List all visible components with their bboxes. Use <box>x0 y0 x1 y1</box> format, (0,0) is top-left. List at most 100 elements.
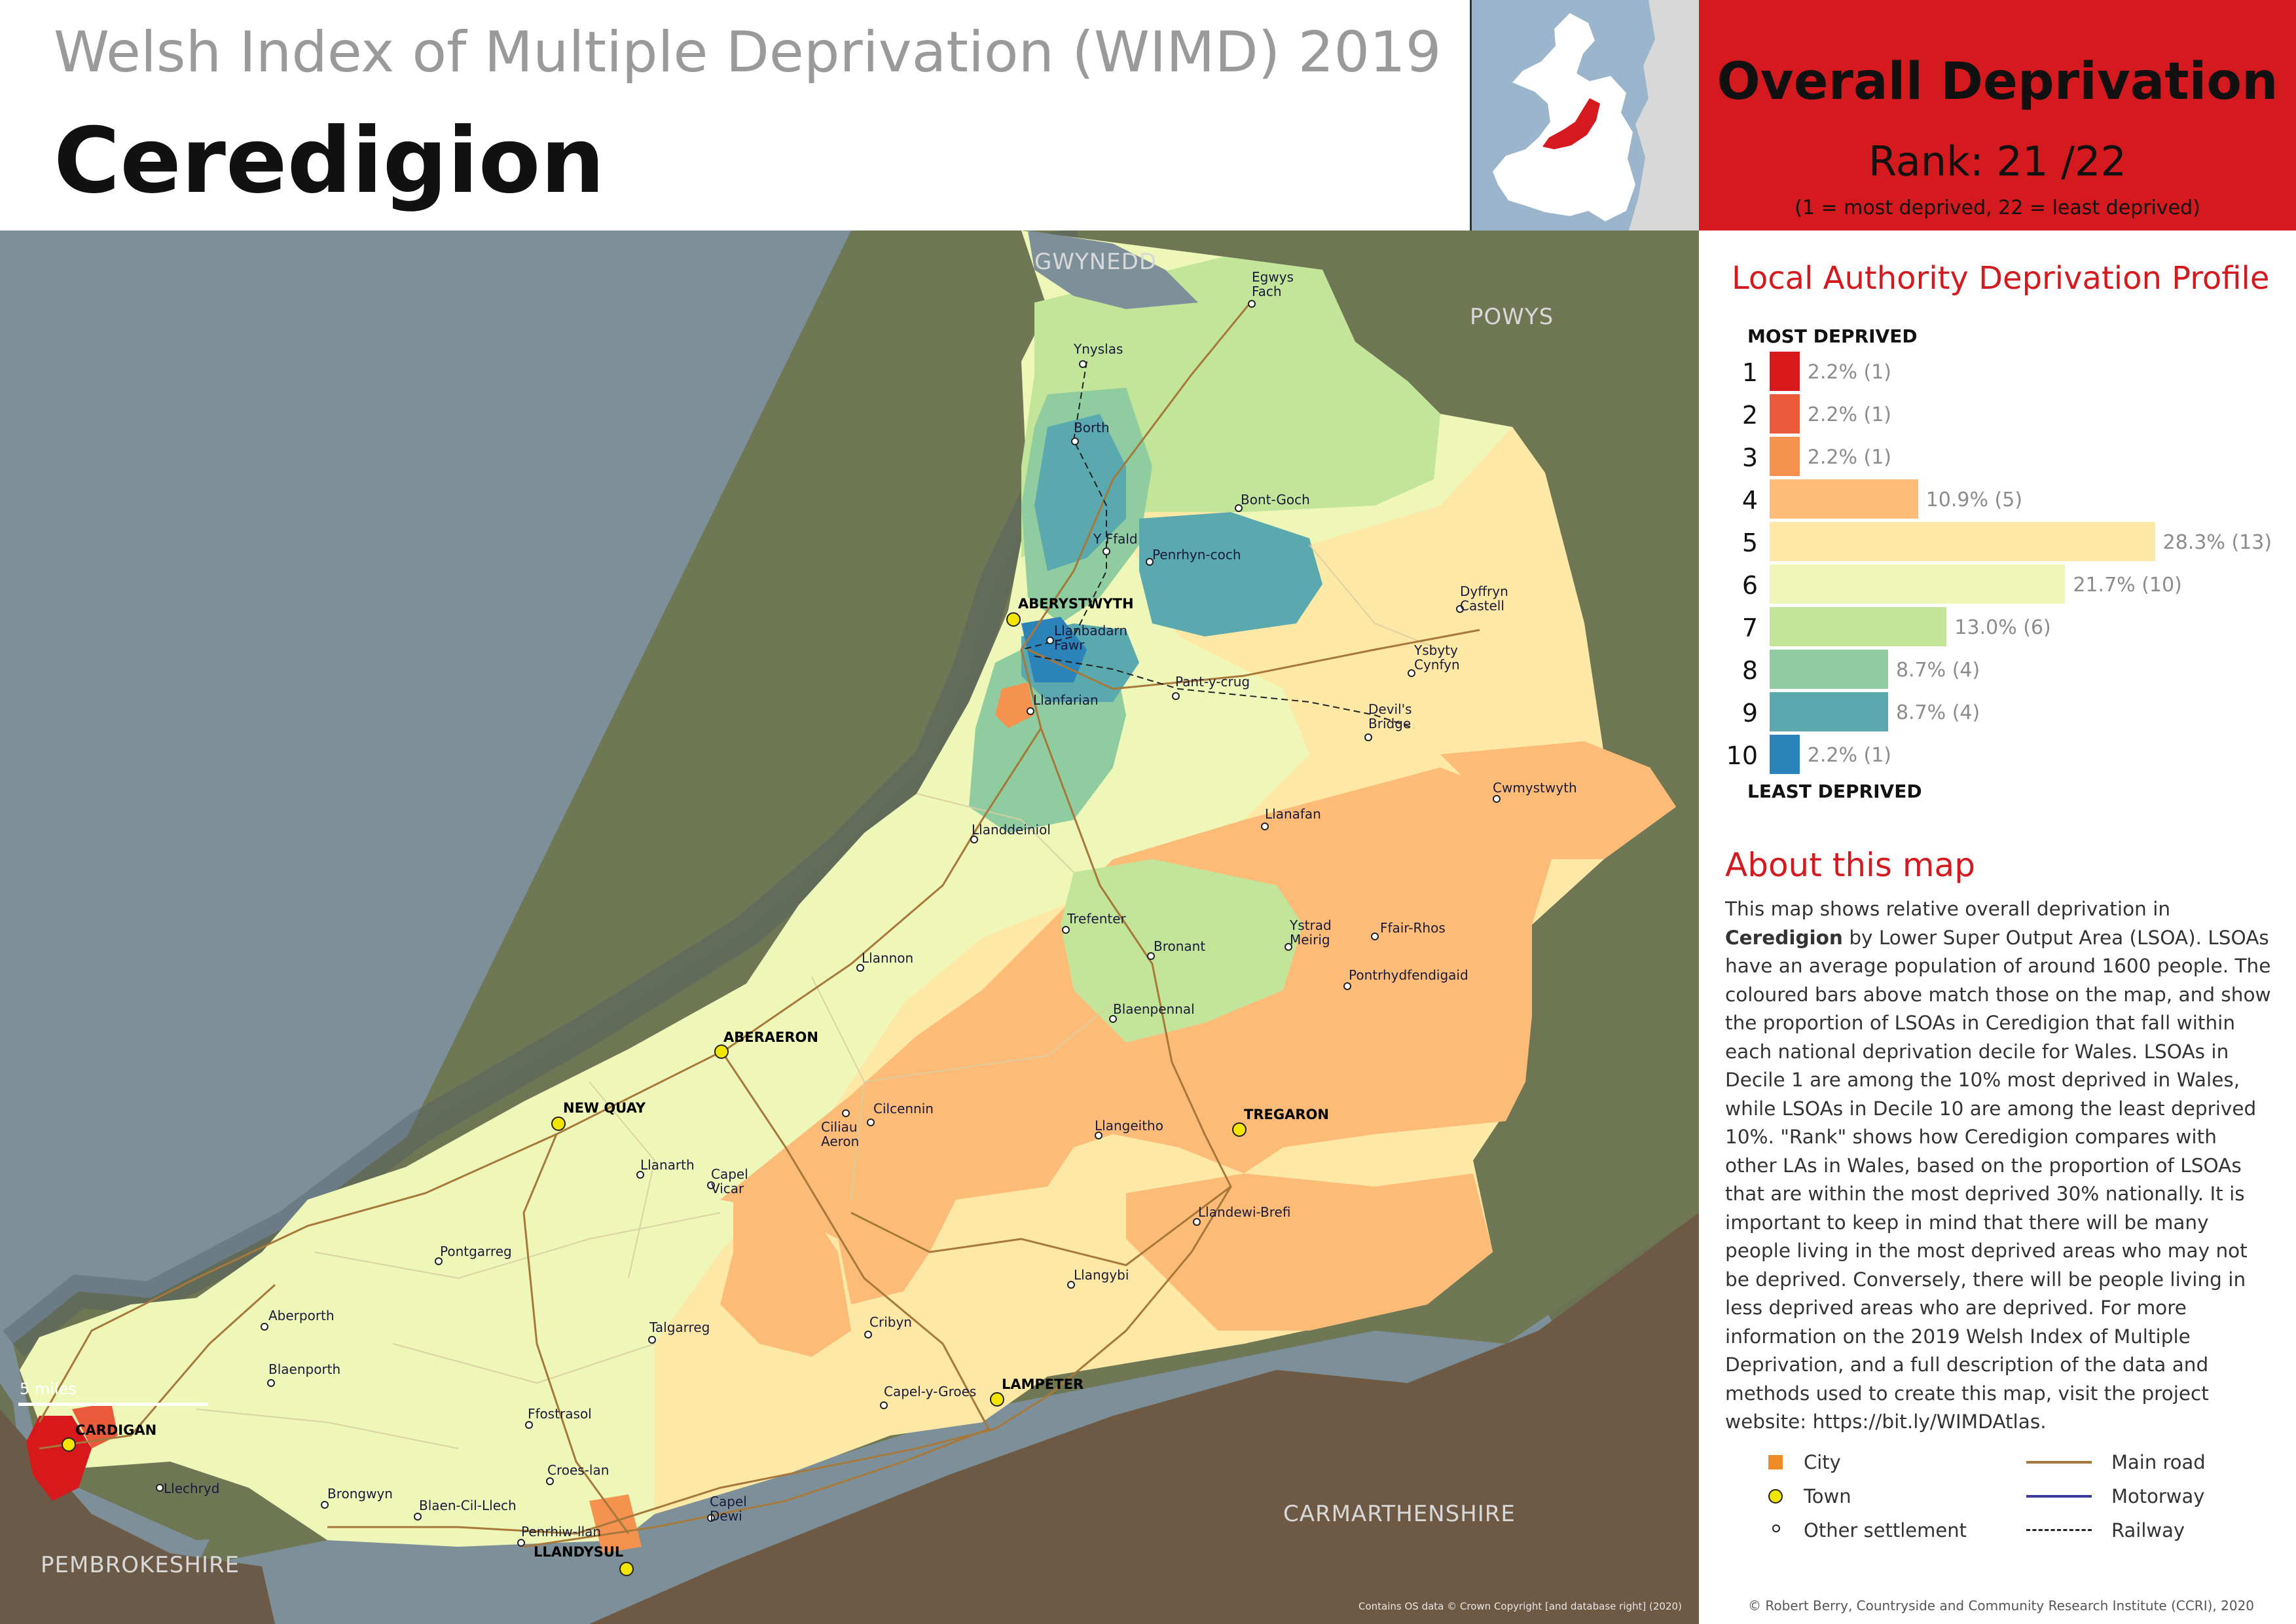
town-legend-icon <box>1768 1489 1783 1504</box>
decile-bar <box>1770 607 1947 646</box>
railway-legend-icon <box>2026 1529 2092 1531</box>
decile-bar <box>1770 692 1888 731</box>
town-label-tregaron: TREGARON <box>1244 1107 1329 1122</box>
settlement-marker <box>1095 1132 1102 1139</box>
settlement-marker <box>1248 300 1256 308</box>
place-trefenter: Trefenter <box>1067 911 1126 927</box>
settlement-marker <box>267 1379 275 1387</box>
decile-value-label: 8.7% (4) <box>1895 659 1980 682</box>
place-penrhyn-coch: Penrhyn-coch <box>1152 547 1241 563</box>
legend-main-road-label: Main road <box>2111 1451 2206 1473</box>
decile-bar <box>1770 564 2066 604</box>
settlement-marker <box>1046 637 1054 644</box>
decile-number: 7 <box>1741 614 1758 642</box>
place-ystrad-meirig: Ystrad Meirig <box>1290 917 1332 948</box>
place-aberporth: Aberporth <box>268 1308 335 1323</box>
settlement-marker <box>1371 932 1379 940</box>
decile-value-label: 2.2% (1) <box>1807 403 1891 426</box>
place-llanarth: Llanarth <box>640 1157 695 1173</box>
town-label-aberystwyth: ABERYSTWYTH <box>1018 596 1134 612</box>
settlement-marker <box>435 1257 443 1265</box>
place-ciliau-aeron: Ciliau Aeron <box>821 1119 860 1149</box>
place-egwys-fach: Egwys Fach <box>1252 269 1294 299</box>
town-marker <box>714 1044 729 1059</box>
settlement-marker <box>1109 1015 1117 1023</box>
place-blaenpennal: Blaenpennal <box>1113 1001 1195 1017</box>
settlement-marker <box>707 1181 715 1189</box>
settlement-marker <box>1261 822 1269 830</box>
legend-town-label: Town <box>1804 1485 1851 1507</box>
page-title: Ceredigion <box>54 108 605 213</box>
town-label-new-quay: NEW QUAY <box>563 1100 646 1116</box>
decile-number: 8 <box>1741 656 1758 685</box>
decile-bar <box>1770 522 2155 561</box>
about-text-post: by Lower Super Output Area (LSOA). LSOAs… <box>1725 926 2271 1433</box>
decile-number: 4 <box>1741 486 1758 515</box>
decile-value-label: 8.7% (4) <box>1895 701 1980 724</box>
most-deprived-label: MOST DEPRIVED <box>1747 325 1918 347</box>
map-legend: City Town Other settlement Main road Mot… <box>1738 1442 2275 1553</box>
settlement-marker <box>648 1336 656 1344</box>
town-label-aberaeron: ABERAERON <box>723 1029 818 1045</box>
place-cribyn: Cribyn <box>869 1314 912 1330</box>
profile-title: Local Authority Deprivation Profile <box>1732 260 2270 297</box>
region-label-pembrokeshire: PEMBROKESHIRE <box>41 1552 240 1578</box>
decile-number: 3 <box>1741 443 1758 472</box>
town-marker <box>1006 612 1021 627</box>
settlement-marker <box>1027 707 1034 715</box>
place-capel-dewi: Capel Dewi <box>710 1494 747 1524</box>
place-capel-y-groes: Capel-y-Groes <box>884 1384 977 1399</box>
map-subtitle: Welsh Index of Multiple Deprivation (WIM… <box>54 20 1442 85</box>
scale-label: 5 miles <box>20 1380 77 1398</box>
settlement-marker <box>321 1501 329 1509</box>
settlement-marker <box>864 1331 872 1338</box>
town-marker <box>619 1562 634 1576</box>
about-title: About this map <box>1725 846 1975 884</box>
info-panel: Local Authority Deprivation Profile MOST… <box>1699 231 2296 1624</box>
decile-bar <box>1770 479 1918 519</box>
overall-deprivation-rank-box: Overall Deprivation Rank: 21 /22 (1 = mo… <box>1699 0 2296 231</box>
about-text: This map shows relative overall deprivat… <box>1725 895 2272 1437</box>
region-label-gwynedd: GWYNEDD <box>1034 249 1157 275</box>
legend-city-label: City <box>1804 1451 1841 1473</box>
place-blaen-cil-llech: Blaen-Cil-Llech <box>419 1498 517 1513</box>
decile-value-label: 2.2% (1) <box>1807 744 1891 767</box>
place-talgarreg: Talgarreg <box>649 1320 710 1335</box>
settlement-marker <box>1146 558 1154 566</box>
settlement-marker <box>1079 360 1087 368</box>
settlement-marker <box>1364 733 1372 741</box>
place-blaenporth: Blaenporth <box>268 1361 341 1377</box>
settlement-marker <box>414 1513 422 1521</box>
place-llannon: Llannon <box>862 950 914 966</box>
settlement-marker <box>856 964 864 972</box>
settlement-marker <box>970 836 978 843</box>
rank-value: Rank: 21 /22 <box>1868 138 2126 185</box>
settlement-marker <box>1172 692 1180 700</box>
place-llechryd: Llechryd <box>164 1481 220 1496</box>
main-road-legend-icon <box>2026 1461 2092 1464</box>
decile-value-label: 2.2% (1) <box>1807 446 1891 469</box>
rank-title: Overall Deprivation <box>1717 52 2278 111</box>
decile-number: 9 <box>1741 699 1758 728</box>
settlement-marker <box>842 1109 850 1117</box>
place-llandewi-brefi: Llandewi-Brefi <box>1198 1204 1291 1220</box>
place-llangeitho: Llangeitho <box>1095 1118 1163 1134</box>
town-marker <box>551 1116 566 1131</box>
region-label-powys: POWYS <box>1470 304 1554 330</box>
town-label-llandysul: LLANDYSUL <box>534 1544 624 1560</box>
decile-bar <box>1770 394 1800 434</box>
place-croes-lan: Croes-lan <box>547 1462 610 1478</box>
settlement-marker <box>261 1323 268 1331</box>
about-text-bold: Ceredigion <box>1725 926 1843 949</box>
place-pontgarreg: Pontgarreg <box>440 1244 512 1259</box>
place-llanbadarn-fawr: Llanbadarn Fawr <box>1054 623 1128 653</box>
decile-value-label: 21.7% (10) <box>2073 574 2182 597</box>
town-marker <box>1232 1122 1247 1137</box>
settlement-marker <box>636 1171 644 1179</box>
place-llanfarian: Llanfarian <box>1033 692 1099 708</box>
place-bronant: Bronant <box>1154 938 1206 954</box>
header: Welsh Index of Multiple Deprivation (WIM… <box>0 0 1470 232</box>
place-y-ffald: Y Ffald <box>1093 531 1138 547</box>
settlement-marker <box>1285 943 1292 951</box>
least-deprived-label: LEAST DEPRIVED <box>1747 781 1922 802</box>
